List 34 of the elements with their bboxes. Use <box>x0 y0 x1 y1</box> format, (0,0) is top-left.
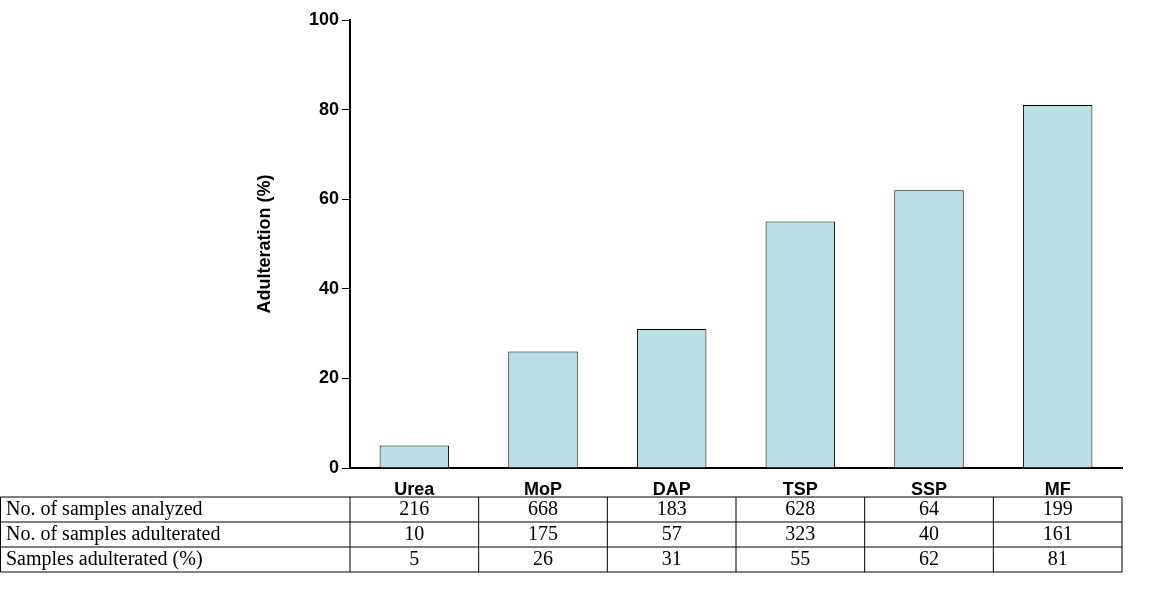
x-tick-label: Urea <box>394 478 436 499</box>
x-tick-label: MF <box>1044 478 1071 499</box>
text: 668 <box>528 496 558 519</box>
y-tick-label: 100 <box>308 8 339 29</box>
data-label: 26 <box>533 546 553 569</box>
text: 175 <box>528 521 558 544</box>
y-tick-label: 80 <box>318 98 339 119</box>
text: No. of samples analyzed <box>6 496 203 520</box>
text: 57 <box>661 521 682 544</box>
text: Samples adulterated (%) <box>6 546 203 570</box>
text: 10 <box>404 521 425 544</box>
y-tick-label: 0 <box>328 456 339 477</box>
y-tick-label: 20 <box>318 367 339 388</box>
x-tick-label: DAP <box>652 478 691 499</box>
data-label: 55 <box>790 546 811 569</box>
data-label: 31 <box>661 546 682 569</box>
x-tick-label: TSP <box>782 478 818 499</box>
text: 183 <box>656 496 687 519</box>
data-label: 5 <box>409 546 420 569</box>
y-tick-label: 40 <box>318 277 339 298</box>
x-tick-label: MoP <box>524 478 562 499</box>
data-label: 62 <box>919 546 939 569</box>
x-tick-label: SSP <box>910 478 948 499</box>
y-tick-label: 60 <box>318 188 339 209</box>
text: 628 <box>785 496 816 519</box>
text: 40 <box>919 521 939 544</box>
text: No. of samples adulterated <box>6 521 221 545</box>
text: 199 <box>1042 496 1073 519</box>
text: 64 <box>919 496 939 519</box>
y-axis-title: Adulteration (%) <box>253 174 274 314</box>
text: 161 <box>1042 521 1073 544</box>
text: 216 <box>399 496 430 519</box>
text: 323 <box>785 521 816 544</box>
data-label: 81 <box>1047 546 1068 569</box>
